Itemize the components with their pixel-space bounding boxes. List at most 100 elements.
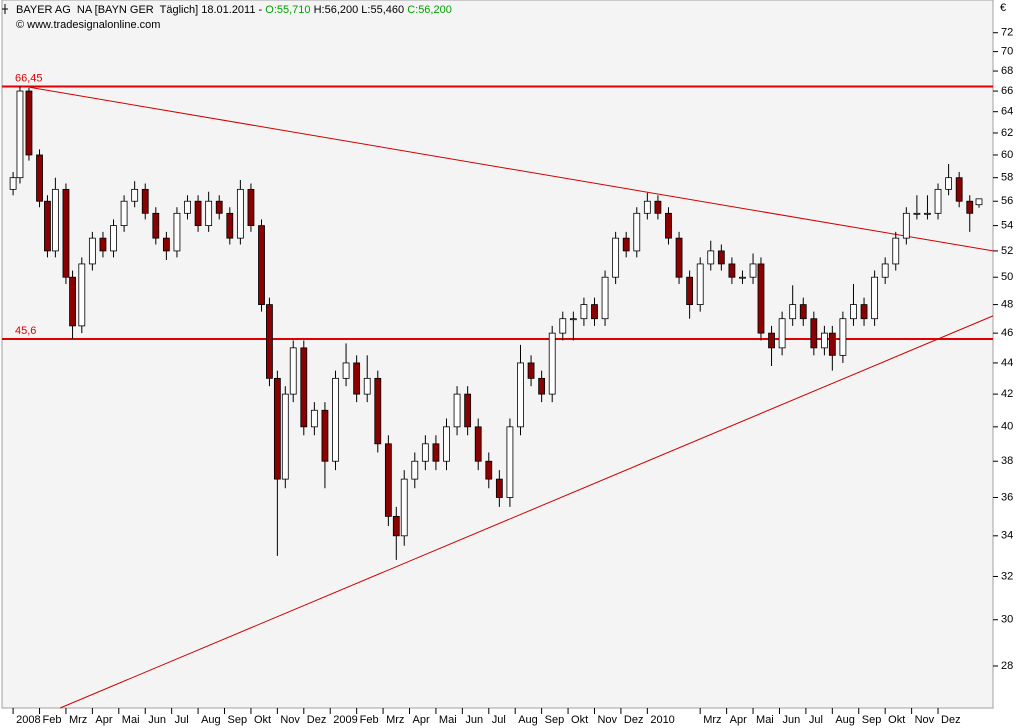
candle-body [9,177,17,190]
candle-body [643,200,651,214]
candle-body [44,200,51,252]
candle-body [686,276,694,305]
candle-body [828,332,836,356]
candle-body [162,237,170,252]
candle-body [913,212,921,215]
y-tick-label: 66 [1001,85,1013,97]
x-tick-label: Okt [254,714,271,726]
candle-body [665,212,672,239]
candle-body [749,263,757,278]
candle-body [945,177,953,190]
x-tick-label: Dez [307,714,327,726]
candle-body [289,347,297,395]
x-tick-label: Feb [43,714,62,726]
candle-body [934,188,942,214]
candle-body [110,225,117,252]
candle-body [601,276,609,320]
candle-body [820,332,828,349]
candle-body [266,304,273,379]
y-tick-label: 62 [1001,127,1013,139]
candle-body [654,200,662,214]
candle-body [871,276,879,320]
x-tick-label: Aug [201,714,221,726]
x-tick-label: Okt [888,714,905,726]
candle-body [194,200,202,227]
candle-body [273,377,281,480]
candle-body [675,237,683,278]
candle-body [966,200,974,214]
x-tick-label: 2009 [333,714,357,726]
candle-body [789,304,797,320]
candle-body [62,188,70,278]
y-tick-label: 36 [1001,491,1013,503]
candle-body [247,188,255,227]
x-tick-label: Mrz [703,714,721,726]
candle-body [696,263,704,305]
x-tick-label: Aug [835,714,855,726]
candle-body [131,188,139,202]
candle-body [892,237,900,265]
level-label: 66,45 [15,72,43,84]
candle-body [78,263,86,327]
header-part: C:56,200 [407,4,452,16]
x-tick-label: Sep [228,714,248,726]
x-tick-label: Jul [175,714,189,726]
icon [2,4,8,14]
candle-body [850,304,857,320]
candle-body [612,237,620,278]
candle-body [591,304,598,320]
candle-body [633,212,641,252]
y-tick-label: 30 [1001,614,1013,626]
x-tick-label: Jun [465,714,483,726]
x-tick-label: Jul [492,714,506,726]
y-tick-label: 54 [1001,220,1013,232]
candle-body [258,225,265,305]
y-tick-label: 42 [1001,388,1013,400]
candle-body [728,263,736,278]
candle-body [120,200,128,227]
candle-body [538,377,546,395]
x-tick-label: Mai [756,714,774,726]
candle-body [141,188,149,214]
candle-body [810,318,818,349]
candle-body [799,304,807,320]
candle-body [321,409,329,462]
x-tick-label: Sep [862,714,882,726]
candle-body [342,362,350,379]
y-tick-label: 32 [1001,570,1013,582]
candle-body [580,304,588,320]
candle-body [768,332,775,349]
candle-body [184,200,191,214]
candle-body [474,426,482,462]
candle-body [778,318,786,349]
y-tick-label: 58 [1001,172,1013,184]
candle-body [99,237,107,252]
candle-body [374,377,382,445]
candle-body [548,332,556,395]
header-part: H:56,200 L:55,460 [314,4,405,16]
candle-body [353,362,361,395]
y-tick-label: 44 [1001,357,1013,369]
candle-body [16,90,24,179]
y-tick-label: 64 [1001,106,1013,118]
x-tick-label: 2010 [650,714,674,726]
candle-body [559,318,567,334]
candle-body [384,443,392,517]
y-tick-label: 34 [1001,530,1013,542]
candle-body [975,198,983,206]
candle-body [421,443,429,462]
candle-body [152,212,160,239]
y-tick-label: 52 [1001,245,1013,257]
x-tick-label: Dez [624,714,644,726]
x-tick-label: Mrz [69,714,87,726]
candle-body [464,393,472,428]
x-tick-label: Mrz [386,714,404,726]
candle-body [902,212,910,239]
candle-body [517,362,524,428]
x-tick-label: Apr [730,714,747,726]
x-tick-label: Jul [809,714,823,726]
x-tick-label: Dez [941,714,961,726]
candle-body [88,237,96,265]
marks: 66,45 45,6 [2,72,994,709]
